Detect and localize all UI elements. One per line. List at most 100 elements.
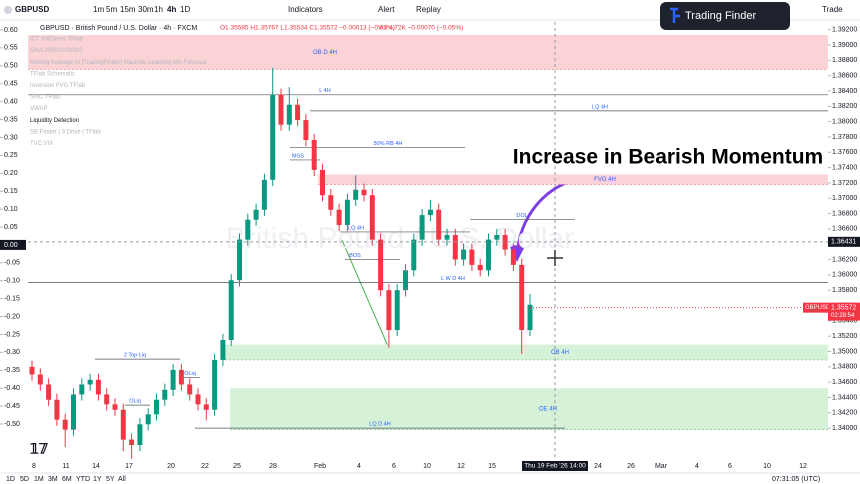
- candle-body: [510, 249, 516, 265]
- brand-logo: [670, 7, 680, 23]
- candle-body: [461, 249, 467, 260]
- y2-tick-label: -0.25: [4, 331, 20, 338]
- candle-body: [154, 399, 159, 415]
- candle-body: [245, 219, 251, 240]
- candle-body: [62, 419, 68, 430]
- level-label: OLiq: [129, 399, 141, 405]
- candle-body: [87, 379, 93, 385]
- indicator-name[interactable]: ICT KillZones TFlab: [30, 37, 83, 43]
- y2-tick-label: 0.10: [4, 206, 18, 213]
- x-tick-label: 4: [695, 463, 699, 470]
- candle-body: [361, 189, 367, 196]
- last-symbol-box: [803, 302, 828, 313]
- interval-button[interactable]: 4h: [167, 5, 176, 14]
- y-tick-label: 1.38200: [832, 103, 857, 110]
- indicator-name[interactable]: SMC TFlab: [30, 95, 61, 101]
- level-label: MSS: [292, 153, 304, 159]
- x-tick-label: 17: [125, 463, 133, 470]
- x-tick-label: 4: [357, 463, 361, 470]
- y-tick-label: 1.38600: [832, 72, 857, 79]
- y2-tick-label: -0.45: [4, 403, 20, 410]
- candle-body: [477, 264, 483, 271]
- cursor: [547, 250, 563, 266]
- candle-body: [278, 94, 284, 125]
- candle-body: [527, 304, 533, 331]
- level-label: L 4H: [319, 88, 330, 94]
- candle-body: [170, 369, 176, 390]
- x-tick-label: 20: [167, 463, 175, 470]
- candle-body: [452, 235, 458, 260]
- candle-body: [46, 384, 52, 400]
- range-button[interactable]: 3M: [48, 476, 58, 483]
- alert-button[interactable]: Alert: [378, 5, 395, 14]
- x-tick-label: 12: [799, 463, 807, 470]
- brand-name: Trading Finder: [685, 10, 756, 22]
- candle-body: [502, 235, 508, 250]
- range-button[interactable]: 1D: [6, 476, 15, 483]
- candle-body: [320, 169, 325, 196]
- interval-button[interactable]: 1h: [154, 5, 163, 14]
- indicator-name[interactable]: SB Finder | 3 Drive | TFlab: [30, 129, 101, 135]
- indicator-name[interactable]: Moving Average AI [TradingFinder] Machin…: [30, 60, 207, 66]
- y-tick-label: 1.34600: [832, 379, 857, 386]
- level-label: DOL: [516, 213, 527, 219]
- candle-body: [54, 399, 60, 420]
- indicator-name[interactable]: TVC:VIX: [30, 141, 53, 147]
- x-tick-label: 25: [233, 463, 241, 470]
- trade-button[interactable]: Trade: [822, 5, 843, 14]
- tv-logo: 𝟙𝟟: [30, 441, 48, 457]
- candle-body: [403, 270, 408, 291]
- level-label: L W D 4H: [441, 276, 465, 282]
- indicator-name[interactable]: Inversion FVG TFlab: [30, 83, 86, 89]
- indicator-name[interactable]: VWAP: [30, 106, 47, 112]
- candle-body: [295, 104, 301, 121]
- crosshair-pct-box: [0, 239, 26, 250]
- y-tick-label: 1.35800: [832, 287, 857, 294]
- range-button[interactable]: All: [118, 476, 126, 483]
- level-label: LQ 4H: [592, 104, 608, 110]
- candle-body: [303, 120, 309, 141]
- y2-tick-label: -0.05: [4, 260, 20, 267]
- range-button[interactable]: 6M: [62, 476, 72, 483]
- candle-body: [120, 409, 126, 440]
- candle-body: [71, 394, 76, 430]
- candle-body: [261, 179, 267, 210]
- interval-button[interactable]: 5m: [106, 5, 117, 14]
- search-icon[interactable]: [4, 6, 12, 14]
- candle-body: [129, 439, 135, 445]
- range-button[interactable]: 1Y: [93, 476, 102, 483]
- interval-button[interactable]: 1D: [180, 5, 190, 14]
- countdown: 02:28:54: [831, 313, 855, 319]
- interval-button[interactable]: 1m: [93, 5, 104, 14]
- x-tick-label: 8: [32, 463, 36, 470]
- zone: [225, 344, 828, 360]
- x-tick-label: 11: [62, 463, 69, 470]
- symbol-button[interactable]: GBPUSD: [15, 5, 49, 14]
- candle-body: [486, 239, 491, 271]
- range-button[interactable]: YTD: [76, 476, 90, 483]
- y2-tick-label: 0.15: [4, 188, 18, 195]
- indicator-name[interactable]: Liquidity Detection: [30, 118, 79, 124]
- candle-body: [386, 290, 392, 331]
- x-tick-label: Mar: [655, 463, 668, 470]
- range-button[interactable]: 1M: [34, 476, 44, 483]
- crosshair-price-box: [828, 236, 860, 247]
- x-tick-label: 6: [392, 463, 396, 470]
- legend-volume: Vol 4.72K −0.00070 (−0.05%): [378, 25, 463, 32]
- y-tick-label: 1.35400: [832, 318, 857, 325]
- crosshair-date-box: [522, 461, 588, 471]
- indicators-button[interactable]: Indicators: [288, 5, 323, 14]
- candle-body: [220, 339, 226, 360]
- y2-tick-label: 0.30: [4, 134, 18, 141]
- replay-button[interactable]: Replay: [416, 5, 441, 14]
- range-button[interactable]: 5D: [20, 476, 29, 483]
- indicator-name[interactable]: TFlab Schematic: [30, 71, 75, 77]
- y2-tick-label: 0.40: [4, 98, 18, 105]
- range-button[interactable]: 5Y: [106, 476, 115, 483]
- zone-label: OE 4H: [539, 407, 557, 413]
- interval-button[interactable]: 15m: [120, 5, 136, 14]
- x-tick-label: Feb: [314, 463, 326, 470]
- indicator-name[interactable]: EMA 20/50/100/200: [30, 48, 83, 54]
- interval-button[interactable]: 30m: [138, 5, 154, 14]
- x-tick-label: 6: [728, 463, 732, 470]
